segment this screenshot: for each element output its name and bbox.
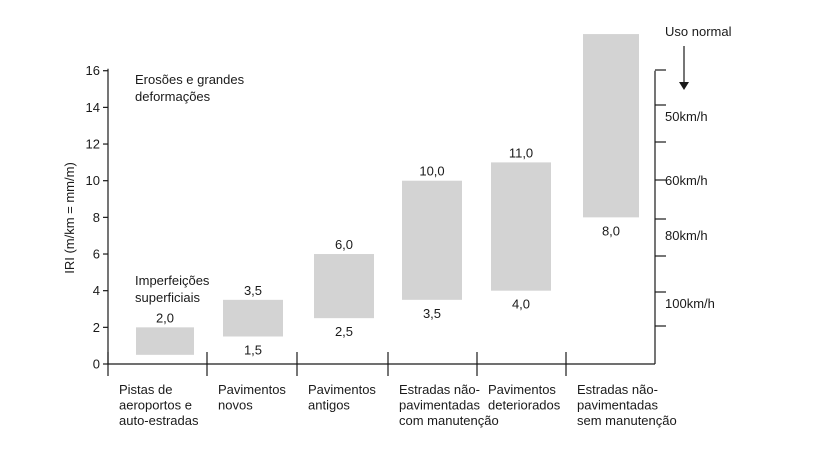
x-category-label: com manutenção	[399, 413, 499, 428]
bar-high-label: 11,0	[509, 145, 533, 160]
annotation-erosion: Erosões e grandes	[135, 72, 245, 87]
bar-high-label: 10,0	[419, 164, 444, 179]
x-category-label: deteriorados	[488, 398, 561, 413]
x-category-label: novos	[218, 398, 253, 413]
uso-normal-arrow-head	[679, 82, 689, 90]
x-category-label: Estradas não-	[577, 382, 658, 397]
bar-high-label: 3,5	[244, 283, 262, 298]
range-bar	[402, 180, 462, 300]
right-axis-speed-label: 80km/h	[665, 228, 708, 243]
annotation-imperfections: superficiais	[135, 290, 201, 305]
y-tick-label: 16	[86, 63, 100, 78]
right-axis-speed-label: 60km/h	[665, 173, 708, 188]
x-category-label: auto-estradas	[119, 413, 199, 428]
y-tick-label: 8	[93, 210, 100, 225]
x-category-label: antigos	[308, 398, 350, 413]
annotation-erosion: deformações	[135, 89, 211, 104]
y-tick-label: 12	[86, 137, 100, 152]
bar-high-label: 2,0	[156, 310, 174, 325]
bar-low-label: 8,0	[602, 223, 620, 238]
y-tick-label: 2	[93, 320, 100, 335]
x-category-label: Pistas de	[119, 382, 172, 397]
x-category-label: Pavimentos	[308, 382, 376, 397]
y-axis-label: IRI (m/km = mm/m)	[62, 162, 77, 274]
y-tick-label: 14	[86, 100, 100, 115]
x-category-label: sem manutenção	[577, 413, 677, 428]
bar-low-label: 3,5	[423, 306, 441, 321]
right-axis-speed-label: 50km/h	[665, 109, 708, 124]
range-bar	[583, 34, 639, 218]
x-category-label: Estradas não-	[399, 382, 480, 397]
range-bar	[223, 299, 283, 337]
bar-low-label: 4,0	[512, 297, 530, 312]
y-tick-label: 10	[86, 173, 100, 188]
right-axis-title: Uso normal	[665, 24, 732, 39]
annotation-imperfections: Imperfeições	[135, 273, 210, 288]
plot-area: 0 2 4 6 8 10 12 14 16 2,0 3,5 1,5 6,0 2,5 10,0 3,5 11,0 4…	[86, 34, 715, 428]
x-category-label: Pavimentos	[488, 382, 556, 397]
bar-high-label: 6,0	[335, 237, 353, 252]
right-axis-speed-label: 100km/h	[665, 296, 715, 311]
y-tick-label: 6	[93, 247, 100, 262]
range-bar	[314, 254, 374, 319]
range-bar	[136, 327, 194, 355]
x-category-label: pavimentadas	[399, 398, 480, 413]
y-tick-label: 4	[93, 283, 100, 298]
range-bar	[491, 162, 551, 291]
x-category-label: Pavimentos	[218, 382, 286, 397]
y-tick-label: 0	[93, 357, 100, 372]
x-category-label: aeroportos e	[119, 398, 192, 413]
bar-low-label: 1,5	[244, 343, 262, 358]
bar-low-label: 2,5	[335, 324, 353, 339]
x-category-label: pavimentadas	[577, 398, 658, 413]
